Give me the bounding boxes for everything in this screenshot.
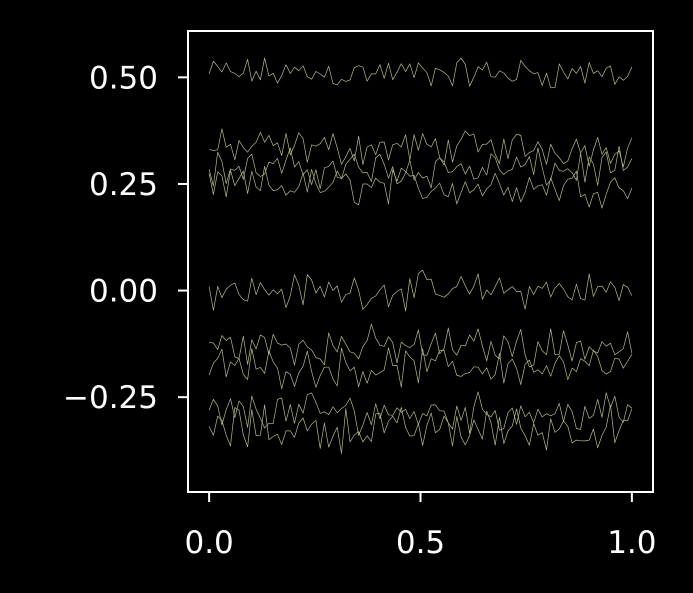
y-tick-label: 0.50 xyxy=(89,60,158,96)
y-tick-label: 0.00 xyxy=(89,274,158,310)
series-line-6 xyxy=(209,323,633,368)
x-axis: 0.0 0.5 1.0 xyxy=(184,492,657,561)
series-line-1 xyxy=(208,57,633,89)
series-line-2 xyxy=(209,128,633,168)
y-tick-label: 0.25 xyxy=(89,167,158,203)
series-group xyxy=(208,57,633,454)
y-tick-label: −0.25 xyxy=(63,380,158,416)
x-tick-label: 0.5 xyxy=(396,525,445,561)
series-line-3 xyxy=(208,145,633,190)
y-axis: 0.50 0.25 0.00 −0.25 xyxy=(63,60,188,416)
series-line-8 xyxy=(208,391,633,436)
series-line-7 xyxy=(208,347,633,390)
series-line-4 xyxy=(208,165,633,209)
series-line-5 xyxy=(208,269,633,312)
x-tick-label: 1.0 xyxy=(607,525,656,561)
x-tick-label: 0.0 xyxy=(184,525,233,561)
series-line-9 xyxy=(208,404,633,454)
